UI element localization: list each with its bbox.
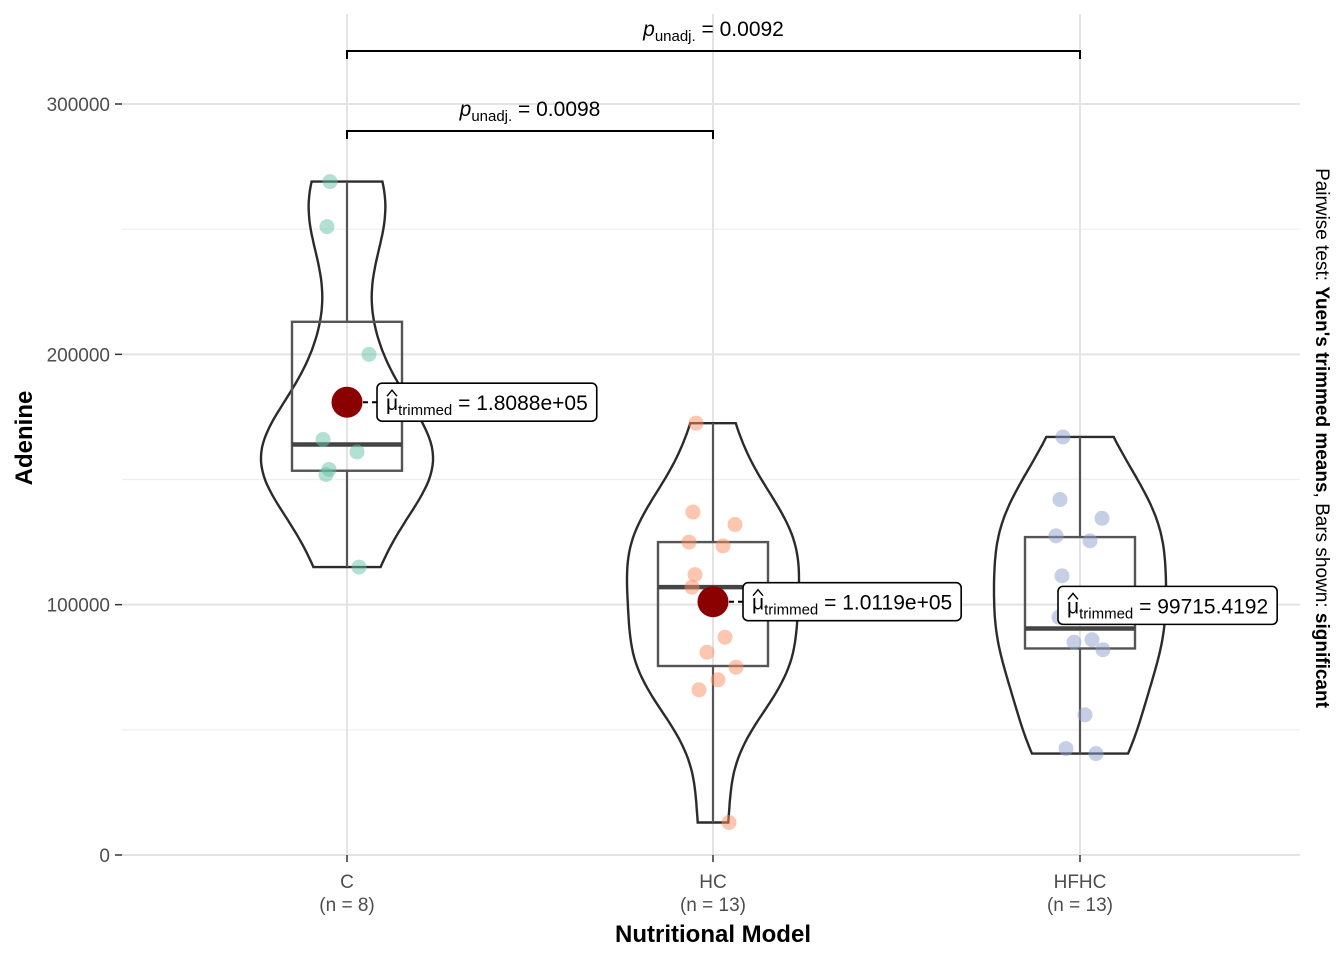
mean-symbol: μ <box>386 392 398 415</box>
data-point <box>710 672 726 688</box>
trimmed-mean-label-box <box>376 382 598 422</box>
p-subscript: unadj. <box>655 28 696 45</box>
x-tick-label: HFHC <box>1054 872 1107 893</box>
caption-bars: significant <box>1311 613 1332 709</box>
data-point <box>1058 741 1074 757</box>
data-point <box>1094 510 1110 526</box>
data-point <box>727 517 743 533</box>
p-value: = 0.0098 <box>512 98 600 121</box>
trimmed-mean-label: μtrimmed = 1.0119e+05 <box>752 592 952 619</box>
data-point <box>318 466 334 482</box>
x-tick-count-label: (n = 13) <box>680 895 746 916</box>
mean-subscript: trimmed <box>398 402 452 419</box>
data-point <box>351 559 367 575</box>
comparison-label: punadj. = 0.0092 <box>642 18 784 45</box>
y-tick-label: 200000 <box>47 345 110 366</box>
caption-test: Yuen's trimmed means <box>1311 286 1332 492</box>
data-point <box>1095 642 1111 658</box>
p-value: = 0.0092 <box>696 18 784 41</box>
violin-C <box>259 180 435 569</box>
data-point <box>361 346 377 362</box>
y-tick-label: 300000 <box>47 95 110 116</box>
grid-layer <box>122 14 1300 856</box>
data-point <box>1055 429 1071 445</box>
x-tick-label: C <box>340 872 354 893</box>
data-point <box>315 431 331 447</box>
data-point <box>685 504 701 520</box>
y-tick-label: 0 <box>99 846 110 867</box>
x-tick-count-label: (n = 13) <box>1047 895 1113 916</box>
p-symbol: p <box>642 18 655 41</box>
trimmed-mean-marker <box>331 386 363 418</box>
comparison-bracket <box>346 130 714 139</box>
mean-value: = 1.0119e+05 <box>818 592 952 615</box>
data-point <box>684 579 700 595</box>
trimmed-mean-label: μtrimmed = 1.8088e+05 <box>386 392 588 419</box>
data-point <box>1088 746 1104 762</box>
trimmed-mean-label-box <box>1057 585 1278 626</box>
mean-value: = 1.8088e+05 <box>452 392 587 415</box>
mean-symbol: μ <box>1067 595 1079 618</box>
data-point <box>687 567 703 583</box>
data-point <box>715 538 731 554</box>
mean-symbol: μ <box>752 592 764 615</box>
hat-mark <box>752 588 764 597</box>
data-point <box>1077 707 1093 723</box>
data-point <box>322 174 338 190</box>
data-point <box>1052 492 1068 508</box>
violin-HFHC <box>992 435 1168 755</box>
comparison-label: punadj. = 0.0098 <box>459 98 601 125</box>
p-symbol: p <box>459 98 472 121</box>
mean-value: = 99715.4192 <box>1133 595 1268 618</box>
data-point <box>1082 533 1098 549</box>
data-point <box>1084 632 1100 648</box>
x-tick-label: HC <box>699 872 726 893</box>
data-point <box>688 415 704 431</box>
data-point <box>1054 568 1070 584</box>
caption: Pairwise test: Yuen's trimmed means, Bar… <box>1311 168 1332 709</box>
caption-prefix: Pairwise test: <box>1311 168 1332 286</box>
data-point <box>681 534 697 550</box>
y-tick-label: 100000 <box>47 596 110 617</box>
hat-mark <box>1067 592 1079 600</box>
p-subscript: unadj. <box>471 108 512 125</box>
hat-mark <box>386 389 398 397</box>
y-axis-title: Adenine <box>11 391 38 486</box>
comparison-bracket <box>346 50 1081 59</box>
trimmed-mean-marker <box>697 586 729 618</box>
trimmed-mean-label: μtrimmed = 99715.4192 <box>1067 595 1268 622</box>
data-point <box>349 444 365 460</box>
caption-middle: , Bars shown: <box>1311 493 1332 613</box>
trimmed-mean-label-box <box>742 581 962 622</box>
data-point <box>728 659 744 675</box>
mean-subscript: trimmed <box>1079 605 1133 622</box>
data-point <box>699 644 715 660</box>
x-tick-count-label: (n = 8) <box>319 895 374 916</box>
x-axis-title: Nutritional Model <box>615 921 811 948</box>
mean-subscript: trimmed <box>764 602 818 619</box>
data-point <box>1066 634 1082 650</box>
data-point <box>691 682 707 698</box>
data-point <box>1048 528 1064 544</box>
data-point <box>319 219 335 235</box>
data-point <box>721 814 737 830</box>
data-point <box>717 629 733 645</box>
point-layer <box>315 174 1111 830</box>
